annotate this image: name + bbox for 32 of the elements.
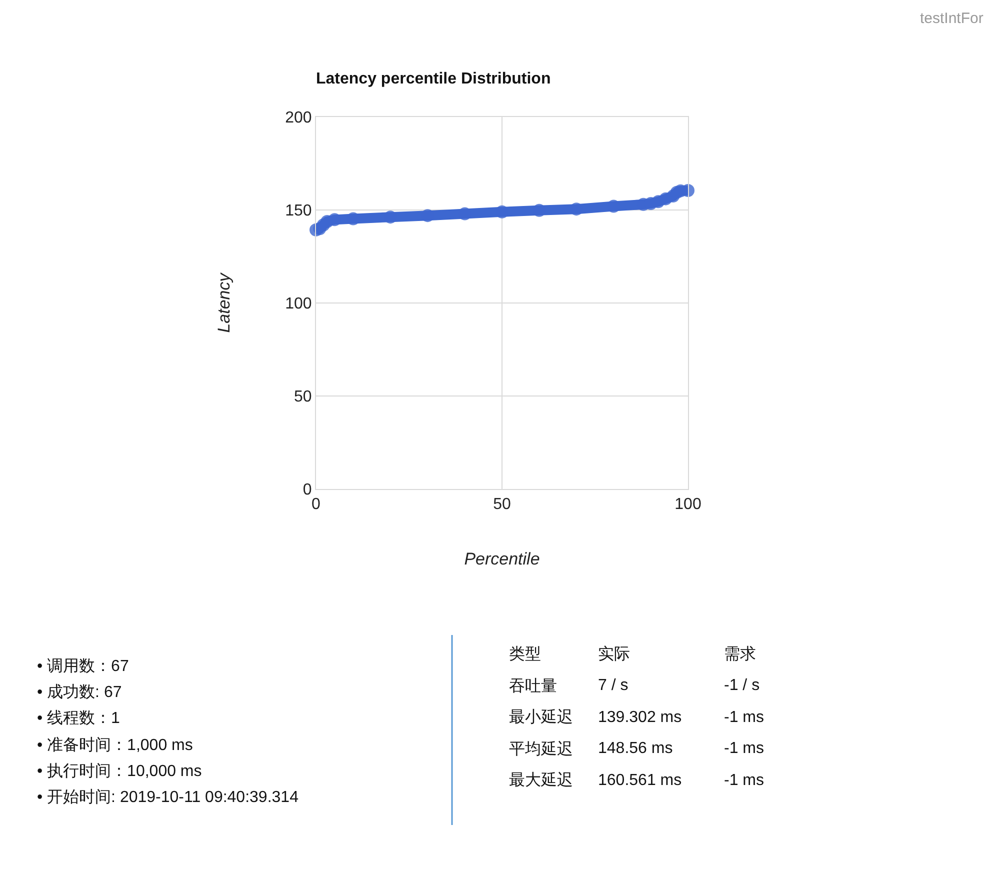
text: 实际 [598,645,630,663]
text: -1 ms [724,709,764,726]
text: -1 ms [724,772,764,789]
y-axis-title: Latency [214,272,234,333]
text: -1 / s [724,677,760,694]
x-tick-label: 100 [674,496,702,514]
y-tick-label: 200 [285,110,312,127]
y-tick-label: 100 [285,296,312,313]
y-tick-label: 150 [285,202,312,220]
text: 平均延迟 [509,740,573,758]
text: • 准备时间：1,000 ms [37,736,193,754]
text: 139.302 ms [598,709,682,726]
text: 7 / s [598,677,628,694]
x-axis-title: Percentile [464,550,540,569]
text: • 调用数：67 [37,658,129,675]
text: 148.56 ms [598,740,673,757]
text: • 开始时间: 2019-10-11 09:40:39.314 [37,788,299,806]
x-tick-label: 50 [493,496,511,514]
text: 160.561 ms [598,772,682,789]
text: 最大延迟 [509,771,573,789]
y-tick-label: 0 [302,482,312,499]
text: • 成功数: 67 [37,683,122,701]
text: 需求 [724,645,756,663]
text: 类型 [509,645,541,663]
text: 吞吐量 [509,677,557,695]
text: 最小延迟 [509,708,573,726]
text: • 执行时间：10,000 ms [37,762,202,780]
text: • 线程数：1 [37,709,120,727]
text: testIntFor [920,10,984,27]
y-tick-label: 50 [294,388,312,406]
chart-title: Latency percentile Distribution [316,70,551,88]
text: -1 ms [724,740,764,757]
